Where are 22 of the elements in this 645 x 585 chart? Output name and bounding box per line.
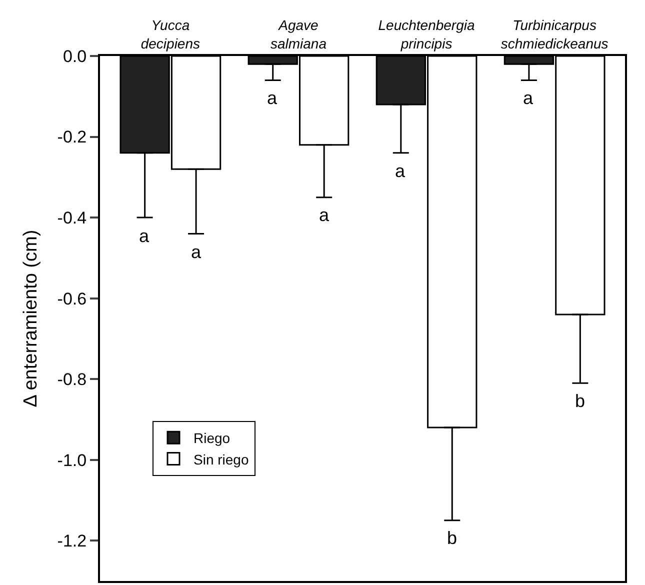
y-axis-title: Δ enterramiento (cm) <box>20 230 42 408</box>
legend-label: Sin riego <box>194 451 249 468</box>
x-tick-label: Leuchtenbergia principis <box>378 17 475 52</box>
annotation: a <box>395 161 406 181</box>
x-tick-label: Turbinicarpus schmiedickeanus <box>500 17 608 52</box>
y-tick-label: 0.0 <box>62 46 87 66</box>
annotation: b <box>447 528 458 548</box>
annotation: a <box>319 205 330 225</box>
y-tick-label: -1.0 <box>57 450 87 470</box>
annotation: a <box>523 88 534 108</box>
annotation: a <box>191 242 202 262</box>
y-tick-label: -0.6 <box>57 289 87 308</box>
y-tick-label: -0.2 <box>57 128 87 147</box>
annotation: a <box>267 88 278 108</box>
x-tick-label: Yucca decipiens <box>140 17 200 52</box>
y-tick-label: -0.4 <box>57 208 87 228</box>
y-tick-label: -0.8 <box>57 370 87 390</box>
legend-label: Riego <box>194 430 230 446</box>
annotation: a <box>139 226 150 246</box>
annotation: b <box>575 391 586 411</box>
x-tick-label: Agave salmiana <box>270 17 327 52</box>
y-tick-label: -1.2 <box>57 532 87 551</box>
